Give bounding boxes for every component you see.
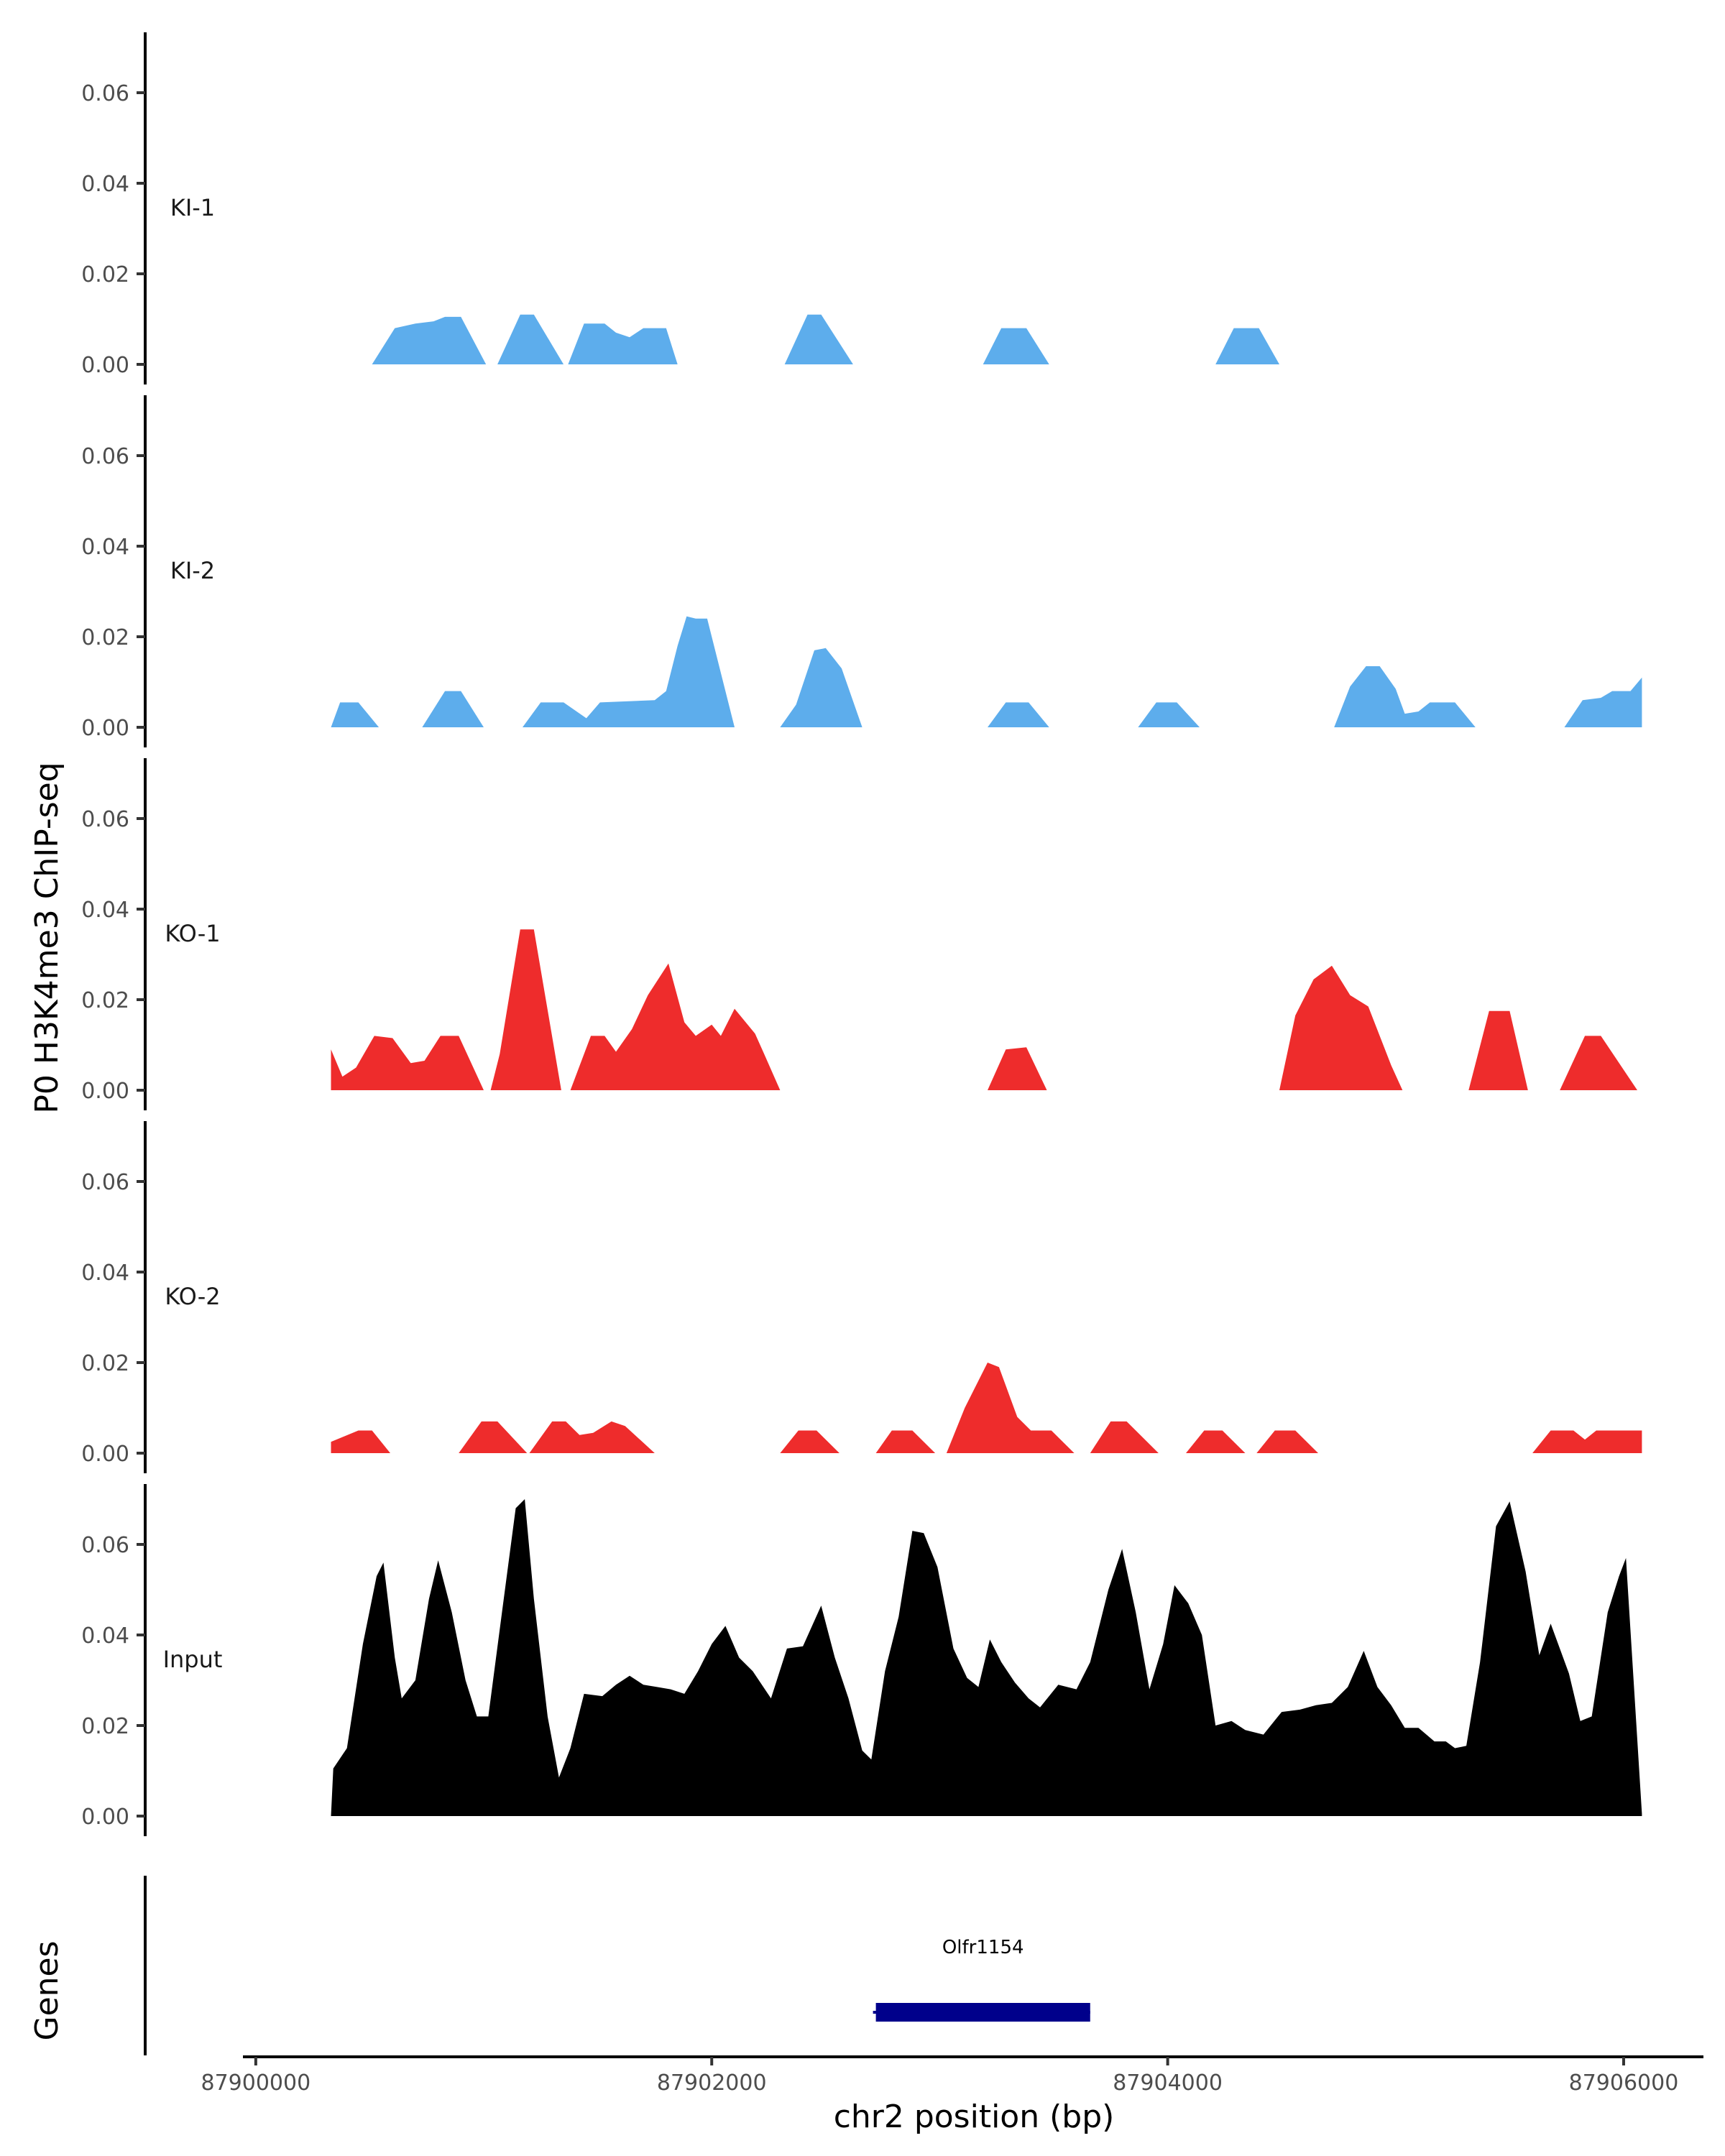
coverage-area-ki-2-7 [1334, 666, 1476, 727]
gene-label: Olfr1154 [942, 1937, 1024, 1958]
y-tick-label: 0.00 [81, 1442, 129, 1467]
x-tick-label: 87900000 [201, 2070, 311, 2096]
coverage-area-ki-1-2 [497, 314, 564, 364]
y-tick-label: 0.00 [81, 1079, 129, 1104]
y-tick-label: 0.00 [81, 1805, 129, 1830]
coverage-area-ko-1-5 [1279, 965, 1403, 1090]
coverage-area-ko-2-2 [459, 1421, 528, 1453]
track-label-input: Input [163, 1646, 223, 1673]
coverage-area-ko-2-9 [1256, 1430, 1318, 1453]
y-tick-label: 0.00 [81, 353, 129, 378]
track-label-ko-1: KO-1 [165, 920, 220, 947]
y-tick-label: 0.04 [81, 898, 129, 923]
y-tick-label: 0.04 [81, 535, 129, 560]
y-tick-label: 0.06 [81, 81, 129, 106]
coverage-area-ki-2-5 [988, 702, 1049, 727]
y-tick-label: 0.06 [81, 1533, 129, 1558]
coverage-area-ko-1-7 [1560, 1036, 1637, 1090]
coverage-area-ki-1-3 [568, 323, 678, 364]
coverage-area-ko-2-6 [946, 1363, 1075, 1453]
track-ko-1: 0.00 0.02 0.04 0.06 KO-1 [81, 758, 1637, 1110]
x-axis: 87900000 87902000 87904000 87906000 [201, 2055, 1703, 2096]
y-tick-label: 0.06 [81, 444, 129, 469]
y-tick-label: 0.04 [81, 1623, 129, 1649]
track-ki-1: 0.00 0.02 0.04 0.06 KI-1 [81, 32, 1279, 384]
track-label-ki-1: KI-1 [170, 194, 215, 221]
coverage-area-ki-2-6 [1138, 702, 1200, 727]
track-ko-2: 0.00 0.02 0.04 0.06 KO-2 [81, 1121, 1642, 1473]
y-tick-label: 0.04 [81, 172, 129, 197]
coverage-area-ko-2-3 [529, 1421, 655, 1453]
coverage-area-ko-1-3 [570, 963, 781, 1090]
coverage-area-ko-2-7 [1090, 1421, 1159, 1453]
y-tick-label: 0.04 [81, 1261, 129, 1286]
coverage-area-ki-2-1 [331, 702, 380, 727]
y-tick-label: 0.02 [81, 988, 129, 1013]
y-tick-label: 0.02 [81, 262, 129, 287]
coverage-area-ki-1-5 [983, 328, 1049, 364]
coverage-area-ki-1-6 [1215, 328, 1279, 364]
coverage-area-ki-1-4 [784, 314, 853, 364]
coverage-area-ko-2-8 [1186, 1430, 1246, 1453]
coverage-area-ko-1-4 [988, 1047, 1047, 1090]
y-tick-label: 0.02 [81, 1714, 129, 1739]
x-tick-label: 87906000 [1569, 2070, 1679, 2096]
y-tick-label: 0.06 [81, 807, 129, 832]
track-panels: 0.00 0.02 0.04 0.06 KI-1 0.00 0.02 0.04 0.06 KI-2… [81, 32, 1642, 1836]
y-tick-label: 0.02 [81, 625, 129, 650]
y-tick-label: 0.02 [81, 1351, 129, 1376]
y-tick-label: 0.06 [81, 1170, 129, 1195]
x-tick-label: 87902000 [657, 2070, 767, 2096]
track-label-ko-2: KO-2 [165, 1283, 220, 1310]
genes-axis-title: Genes [29, 1940, 65, 2040]
coverage-area-ki-2-8 [1564, 677, 1642, 727]
coverage-area-ki-1-1 [372, 316, 487, 364]
coverage-area-ki-2-3 [523, 616, 735, 727]
coverage-area-ko-2-4 [780, 1430, 840, 1453]
coverage-area-ko-2-5 [875, 1430, 936, 1453]
track-input: 0.00 0.02 0.04 0.06 Input [81, 1484, 1642, 1836]
coverage-area-ko-2-10 [1532, 1430, 1642, 1453]
x-axis-title: chr2 position (bp) [834, 2099, 1115, 2135]
coverage-area-ko-1-1 [331, 1036, 484, 1090]
x-tick-label: 87904000 [1113, 2070, 1223, 2096]
track-ki-2: 0.00 0.02 0.04 0.06 KI-2 [81, 395, 1642, 747]
coverage-area-ki-2-4 [780, 648, 862, 727]
coverage-area-ko-1-2 [490, 929, 561, 1090]
coverage-area-input-1 [331, 1499, 1642, 1816]
y-axis-title: P0 H3K4me3 ChIP-seq [29, 762, 65, 1113]
y-tick-label: 0.00 [81, 716, 129, 741]
coverage-area-ki-2-2 [422, 691, 484, 727]
coverage-area-ko-1-6 [1468, 1010, 1528, 1090]
track-label-ki-2: KI-2 [170, 557, 215, 584]
coverage-area-ko-2-1 [331, 1430, 390, 1453]
genes-panel: Olfr1154 [144, 1876, 1090, 2055]
